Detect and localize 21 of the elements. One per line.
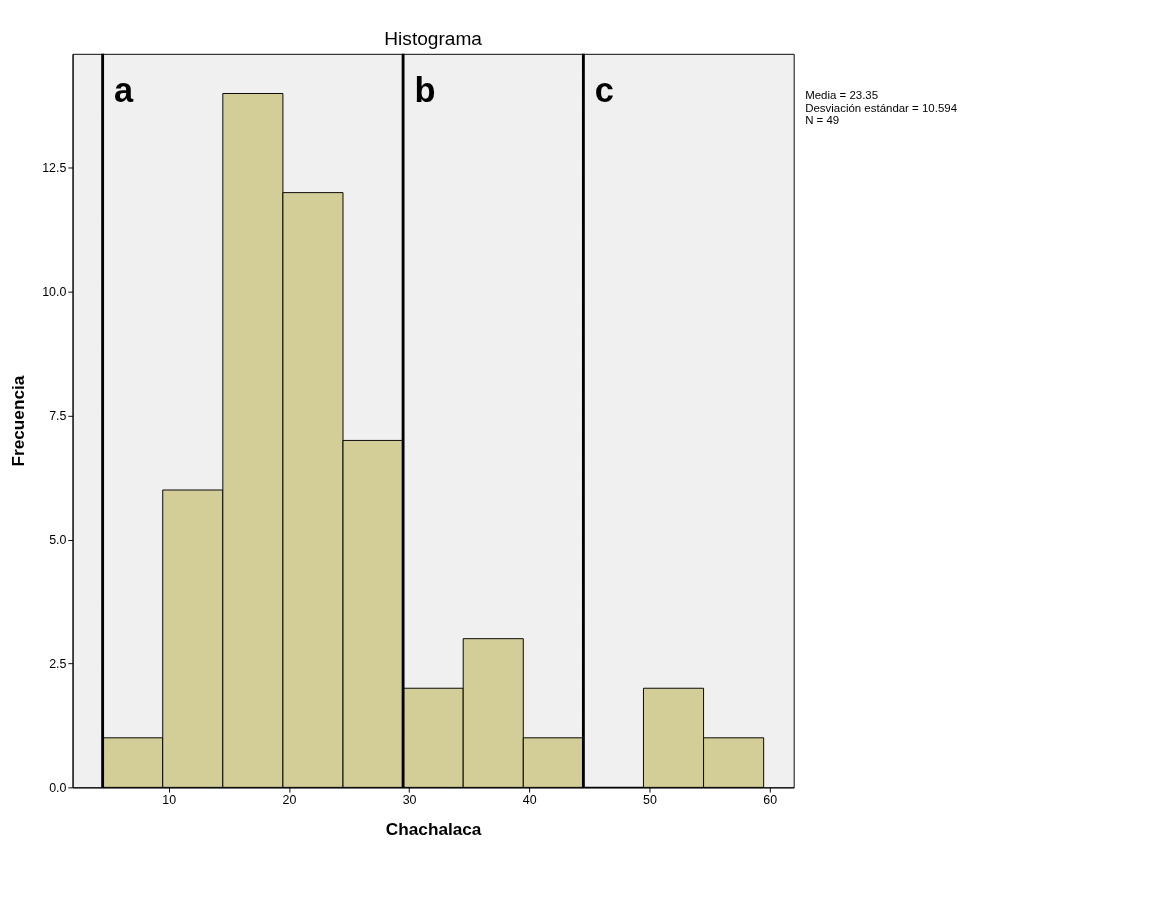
chart-title: Histograma [384,27,483,49]
ref-line-label: c [594,70,614,109]
y-tick-label: 5.0 [49,532,67,547]
y-tick-label: 0.0 [49,780,67,795]
x-axis-title: Chachalaca [385,818,482,839]
x-tick-label: 10 [162,793,177,808]
y-axis-title: Frecuencia [8,375,29,467]
x-tick-label: 30 [402,793,417,808]
y-tick-label: 12.5 [42,161,67,176]
x-tick-label: 20 [282,793,297,808]
text: N = 49 [805,114,840,127]
x-tick-label: 40 [522,793,537,808]
ref-line-label: b [414,70,436,109]
ref-line-label: a [114,70,135,109]
text: Media = 23.35 [805,89,879,102]
y-tick-label: 7.5 [49,408,67,423]
y-tick-label: 2.5 [49,656,67,671]
text: Desviación estándar = 10.594 [805,101,958,114]
y-tick-label: 10.0 [42,285,67,300]
x-tick-label: 60 [763,793,778,808]
x-tick-label: 50 [643,793,657,808]
